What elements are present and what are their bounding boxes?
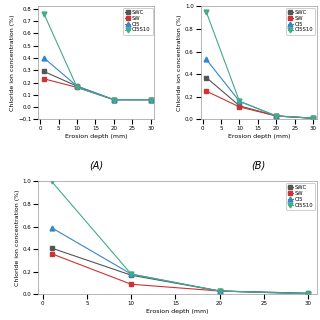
SW [129, 282, 133, 286]
CI5 [75, 84, 79, 88]
SWC [50, 246, 53, 250]
Text: (C): (C) [171, 319, 185, 320]
CI5S10 [274, 114, 278, 118]
SWC [218, 289, 221, 293]
CI5S10 [42, 12, 46, 16]
CI5 [129, 272, 133, 276]
CI5 [274, 114, 278, 118]
SW [274, 114, 278, 118]
Line: SWC: SWC [42, 69, 153, 102]
SW [50, 252, 53, 256]
SWC [237, 104, 241, 108]
SW [311, 116, 315, 120]
Y-axis label: Chloride ion concentration (%): Chloride ion concentration (%) [10, 15, 15, 111]
CI5S10 [149, 98, 153, 102]
Line: CI5: CI5 [204, 57, 316, 121]
Line: CI5: CI5 [42, 56, 153, 102]
CI5 [50, 226, 53, 230]
CI5 [204, 58, 208, 61]
CI5S10 [204, 10, 208, 14]
CI5S10 [50, 180, 53, 183]
X-axis label: Erosion depth (mm): Erosion depth (mm) [228, 134, 290, 139]
CI5S10 [75, 85, 79, 89]
CI5S10 [112, 98, 116, 102]
SWC [204, 76, 208, 79]
SW [42, 77, 46, 81]
CI5S10 [129, 272, 133, 276]
SWC [274, 114, 278, 118]
SW [237, 105, 241, 109]
SWC [42, 69, 46, 73]
Text: (B): (B) [252, 160, 266, 170]
CI5 [237, 99, 241, 103]
Legend: SWC, SW, CI5, CI5S10: SWC, SW, CI5, CI5S10 [285, 8, 315, 35]
SWC [149, 98, 153, 102]
CI5 [218, 289, 221, 293]
SW [112, 98, 116, 102]
SW [218, 289, 221, 293]
SWC [311, 116, 315, 120]
SW [75, 85, 79, 89]
Legend: SWC, SW, CI5, CI5S10: SWC, SW, CI5, CI5S10 [285, 183, 315, 210]
CI5S10 [218, 289, 221, 293]
SW [306, 292, 310, 296]
Line: SW: SW [49, 251, 310, 296]
CI5S10 [237, 99, 241, 103]
SWC [112, 98, 116, 102]
CI5 [42, 56, 46, 60]
Y-axis label: Chloride ion concentration (%): Chloride ion concentration (%) [177, 15, 182, 111]
CI5 [311, 116, 315, 120]
Line: CI5S10: CI5S10 [42, 11, 153, 102]
X-axis label: Erosion depth (mm): Erosion depth (mm) [146, 309, 209, 314]
SW [204, 89, 208, 93]
CI5 [112, 98, 116, 102]
Legend: SWC, SW, CI5, CI5S10: SWC, SW, CI5, CI5S10 [123, 8, 153, 35]
SWC [75, 84, 79, 88]
CI5 [149, 98, 153, 102]
CI5S10 [306, 292, 310, 296]
Line: SW: SW [42, 76, 153, 102]
CI5S10 [311, 116, 315, 120]
SWC [306, 291, 310, 295]
Line: SW: SW [204, 89, 316, 121]
Text: (A): (A) [89, 160, 103, 170]
Line: CI5S10: CI5S10 [49, 179, 310, 296]
Line: SWC: SWC [49, 246, 310, 296]
Line: CI5S10: CI5S10 [204, 10, 316, 121]
CI5 [306, 291, 310, 295]
X-axis label: Erosion depth (mm): Erosion depth (mm) [65, 134, 128, 139]
SWC [129, 273, 133, 277]
Y-axis label: Chloride ion concentration (%): Chloride ion concentration (%) [15, 190, 20, 286]
Line: SWC: SWC [204, 75, 316, 121]
Line: CI5: CI5 [49, 225, 310, 296]
SW [149, 98, 153, 102]
